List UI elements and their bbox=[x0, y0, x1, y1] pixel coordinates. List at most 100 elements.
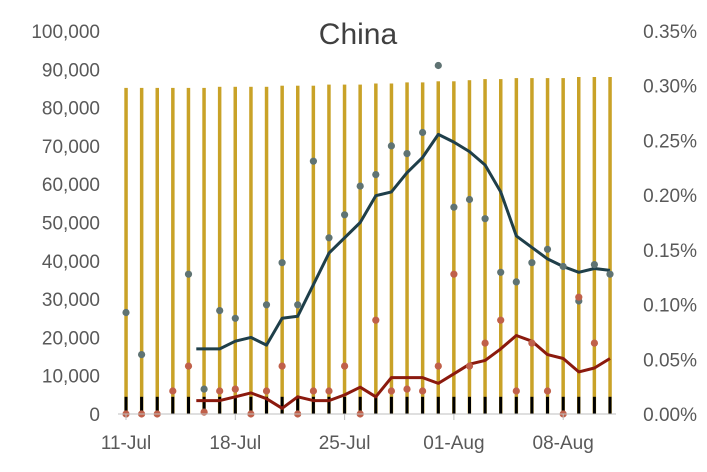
gold-bar bbox=[452, 81, 456, 415]
right-y-tick-label: 0.05% bbox=[643, 350, 697, 371]
bars-layer bbox=[124, 77, 612, 415]
red-trend-line bbox=[196, 334, 611, 410]
orange-data-point bbox=[325, 387, 333, 395]
black-bar bbox=[311, 396, 315, 414]
orange-data-point bbox=[543, 387, 552, 395]
gray-data-point bbox=[356, 182, 364, 190]
black-bar bbox=[358, 396, 362, 414]
gold-bar bbox=[280, 85, 284, 414]
orange-data-point bbox=[403, 385, 411, 393]
black-bar bbox=[327, 396, 331, 414]
left-y-tick-label: 100,000 bbox=[31, 22, 100, 43]
gray-data-point bbox=[184, 270, 193, 278]
orange-data-point bbox=[169, 387, 177, 395]
gray-data-point bbox=[465, 195, 474, 204]
gold-bar bbox=[311, 85, 316, 414]
orange-data-point bbox=[512, 387, 520, 395]
left-y-tick-label: 60,000 bbox=[42, 175, 100, 196]
left-y-tick-label: 50,000 bbox=[42, 214, 100, 235]
gray-data-point bbox=[497, 268, 505, 276]
x-tick-label: 11-Jul bbox=[101, 433, 151, 454]
gray-data-point bbox=[419, 128, 427, 137]
gold-bar bbox=[217, 86, 222, 415]
gray-data-point bbox=[403, 150, 411, 158]
orange-data-point bbox=[434, 362, 442, 370]
x-tick-label: 18-Jul bbox=[209, 433, 261, 454]
gold-bar bbox=[186, 87, 191, 415]
gray-data-point bbox=[200, 385, 208, 393]
orange-data-point bbox=[372, 316, 380, 324]
gray-data-point bbox=[294, 301, 302, 309]
right-y-tick-label: 0.15% bbox=[643, 241, 697, 262]
gray-data-point bbox=[138, 351, 146, 359]
black-bar bbox=[530, 396, 534, 414]
orange-data-point bbox=[590, 339, 599, 347]
gold-bar bbox=[249, 86, 253, 415]
x-tick-label: 08-Aug bbox=[533, 433, 594, 454]
gray-data-point bbox=[325, 234, 333, 242]
gray-data-point bbox=[341, 211, 349, 219]
gold-bar bbox=[389, 83, 394, 414]
x-tick-label: 01-Aug bbox=[423, 433, 484, 454]
orange-data-point bbox=[184, 362, 193, 370]
gold-bar bbox=[233, 86, 237, 415]
orange-data-point bbox=[200, 408, 208, 416]
gold-bar bbox=[499, 79, 503, 414]
orange-data-point bbox=[497, 316, 505, 324]
right-y-tick-label: 0.25% bbox=[643, 131, 697, 152]
gold-bar bbox=[171, 87, 175, 415]
gold-bar bbox=[264, 86, 269, 415]
black-bar bbox=[546, 396, 549, 414]
black-bar bbox=[140, 396, 144, 414]
orange-data-point bbox=[450, 270, 458, 278]
black-bar bbox=[218, 396, 222, 414]
left-y-tick-label: 10,000 bbox=[42, 367, 100, 388]
orange-data-point bbox=[465, 362, 474, 370]
left-y-tick-label: 20,000 bbox=[42, 328, 100, 349]
gold-bar bbox=[436, 81, 440, 415]
gray-data-point bbox=[387, 142, 395, 150]
black-bar bbox=[187, 396, 190, 414]
orange-data-point bbox=[387, 387, 395, 395]
black-bar bbox=[468, 396, 471, 414]
left-y-tick-label: 0 bbox=[89, 405, 100, 426]
dots-layer bbox=[122, 61, 614, 418]
gray-data-point bbox=[309, 157, 317, 165]
black-bar bbox=[202, 396, 206, 414]
orange-data-point bbox=[262, 387, 271, 395]
gray-data-point bbox=[372, 171, 380, 179]
chart-title: China bbox=[319, 18, 398, 51]
orange-data-point bbox=[575, 293, 583, 301]
gray-data-point bbox=[450, 203, 458, 211]
gold-bar bbox=[202, 87, 206, 415]
right-y-tick-label: 0.30% bbox=[643, 77, 697, 98]
right-y-tick-label: 0.10% bbox=[643, 296, 697, 317]
gold-bar bbox=[342, 84, 347, 414]
black-bar bbox=[280, 396, 284, 414]
gold-bar bbox=[405, 82, 409, 415]
gold-bar bbox=[358, 84, 362, 414]
black-bar bbox=[514, 396, 518, 414]
orange-data-point bbox=[231, 385, 239, 393]
orange-data-point bbox=[216, 387, 224, 395]
gray-data-point bbox=[262, 301, 271, 309]
axes-layer: 0 10,000 20,000 30,000 40,000 50,000 60,000 70,… bbox=[31, 22, 697, 454]
black-bar bbox=[374, 396, 378, 414]
black-bar bbox=[155, 396, 159, 414]
orange-data-point bbox=[528, 339, 536, 347]
gold-bar bbox=[577, 77, 581, 414]
gold-bar bbox=[420, 82, 425, 415]
black-bar bbox=[561, 396, 565, 414]
left-y-tick-label: 90,000 bbox=[42, 60, 100, 81]
x-tick-label: 25-Jul bbox=[319, 433, 371, 454]
gray-data-point bbox=[216, 307, 224, 315]
left-y-tick-label: 70,000 bbox=[42, 137, 100, 158]
black-bar bbox=[452, 396, 456, 414]
black-bar bbox=[265, 396, 268, 414]
black-bar bbox=[499, 396, 503, 414]
black-bar bbox=[421, 396, 425, 414]
gold-bar bbox=[296, 85, 300, 414]
black-bar bbox=[483, 396, 487, 414]
